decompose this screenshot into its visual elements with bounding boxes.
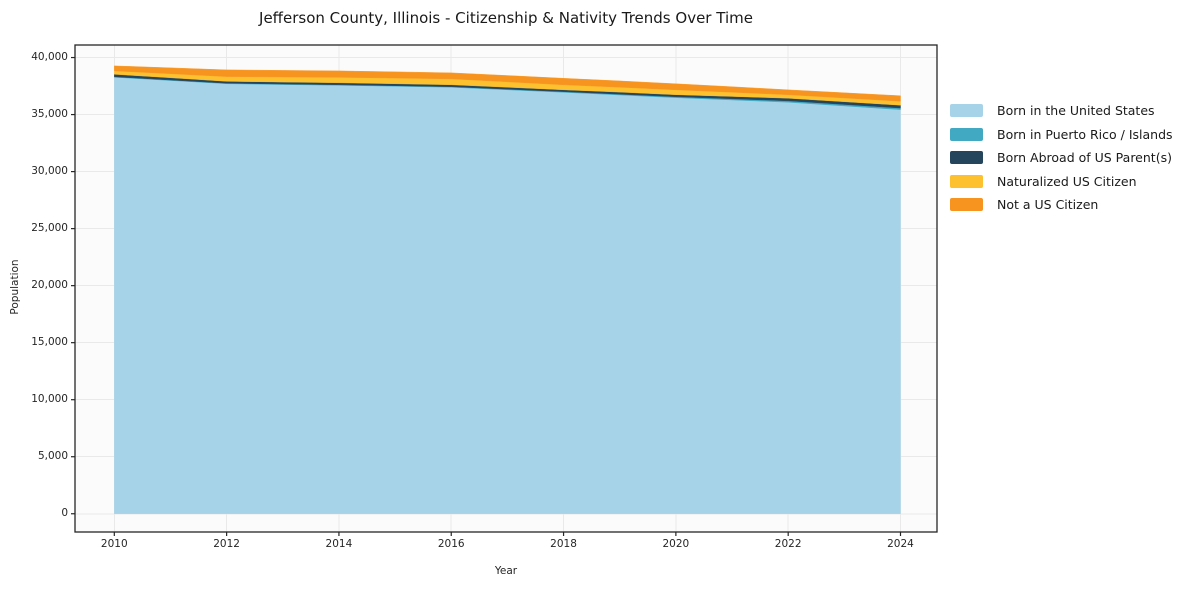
legend-swatch-naturalized xyxy=(950,174,983,188)
legend-label: Born in the United States xyxy=(997,103,1155,119)
y-tick-label: 15,000 xyxy=(31,336,68,349)
legend-swatch-born-pr-islands xyxy=(950,127,983,141)
x-tick-label: 2016 xyxy=(437,538,465,550)
legend-item: Not a US Citizen xyxy=(950,197,1173,213)
legend-item: Born in Puerto Rico / Islands xyxy=(950,126,1173,142)
legend-item: Born in the United States xyxy=(950,103,1173,119)
y-tick-label: 35,000 xyxy=(31,108,68,121)
legend-swatch-born-us xyxy=(950,104,983,118)
plot-border xyxy=(74,44,938,533)
x-tick-label: 2014 xyxy=(325,538,353,550)
y-tick-label: 25,000 xyxy=(31,222,68,235)
legend-swatch-not-citizen xyxy=(950,198,983,212)
y-tick-label: 0 xyxy=(61,507,68,520)
legend-item: Naturalized US Citizen xyxy=(950,173,1173,189)
x-tick-label: 2010 xyxy=(100,538,128,550)
x-tick-label: 2012 xyxy=(213,538,240,550)
legend-label: Born in Puerto Rico / Islands xyxy=(997,126,1173,142)
y-tick-label: 20,000 xyxy=(31,279,68,292)
y-tick-label: 30,000 xyxy=(31,165,68,178)
x-tick-label: 2018 xyxy=(550,538,577,550)
legend-item: Born Abroad of US Parent(s) xyxy=(950,150,1173,166)
y-tick-label: 5,000 xyxy=(37,450,68,463)
legend-label: Born Abroad of US Parent(s) xyxy=(997,150,1172,166)
legend: Born in the United States Born in Puerto… xyxy=(950,103,1173,222)
y-tick-label: 10,000 xyxy=(31,393,68,406)
area-series-4 xyxy=(114,65,901,102)
legend-label: Naturalized US Citizen xyxy=(997,173,1137,189)
x-tick-label: 2020 xyxy=(662,538,690,550)
legend-swatch-born-abroad xyxy=(950,151,983,165)
x-tick-label: 2024 xyxy=(887,538,914,550)
x-axis-title: Year xyxy=(494,565,518,577)
legend-label: Not a US Citizen xyxy=(997,197,1099,213)
x-tick-label: 2022 xyxy=(774,538,802,550)
chart-title: Jefferson County, Illinois - Citizenship… xyxy=(259,9,753,27)
y-tick-label: 40,000 xyxy=(31,51,68,64)
area-series-0 xyxy=(114,77,901,514)
